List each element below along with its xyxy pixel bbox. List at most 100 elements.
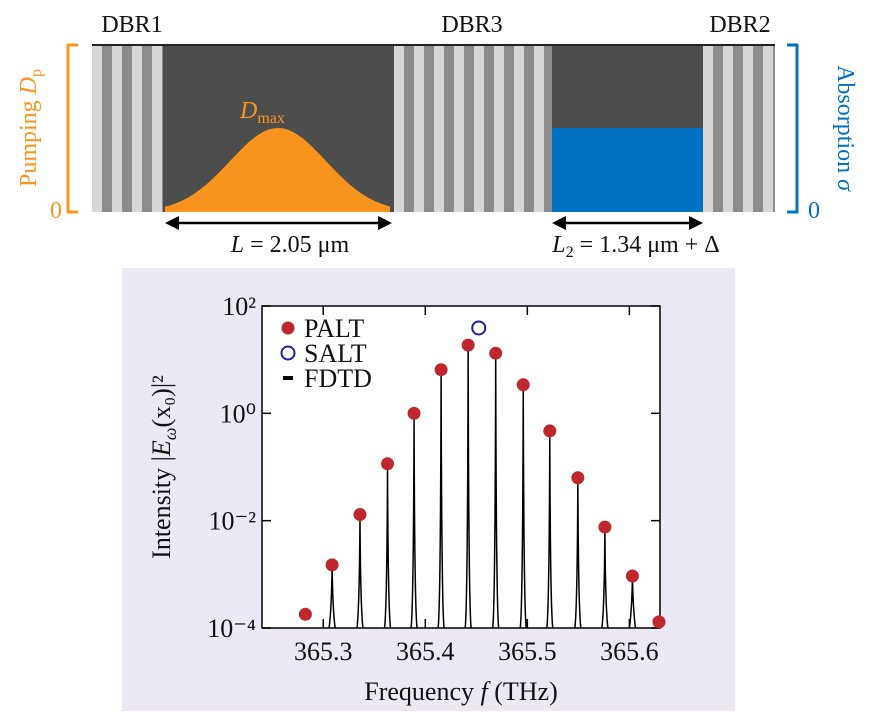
dbr-layer <box>112 45 122 212</box>
pump-axis <box>66 43 78 214</box>
legend-label: SALT <box>304 339 367 368</box>
length-label: L2 = 1.34 μm + Δ <box>551 232 719 261</box>
dbr-layer <box>703 45 713 212</box>
absorption-label: Absorption σ <box>832 65 858 192</box>
pump-label-part: Pumping <box>16 94 42 187</box>
dbr-layer <box>132 45 142 212</box>
point <box>625 569 639 583</box>
dbr-layer <box>424 45 434 212</box>
dbr-layer <box>122 45 132 212</box>
chart: 365.3 365.4 365.5 365.6 10² 10⁰ 10⁻² 10⁻⁴ Freque… <box>147 292 666 706</box>
dbr-layer <box>162 45 163 212</box>
dbr-layer <box>444 45 454 212</box>
length-label-part: 2 <box>566 244 574 261</box>
dbr-label: DBR3 <box>441 12 502 38</box>
legend-label: FDTD <box>304 364 372 393</box>
absorber <box>552 128 703 212</box>
dbr-layer <box>753 45 763 212</box>
pump-label: Pumping Dp <box>16 69 45 187</box>
length-label: L = 2.05 μm <box>230 232 350 258</box>
dbr-layer <box>504 45 514 212</box>
dbr-layer <box>152 45 162 212</box>
legend-label: PALT <box>304 314 364 343</box>
x-tick-label: 365.6 <box>600 637 659 666</box>
dmax-label: Dmax <box>239 98 285 127</box>
dbr-layer <box>534 45 544 212</box>
dmax-label-part: D <box>239 98 257 124</box>
dbr-layer <box>544 45 552 212</box>
point <box>434 363 448 377</box>
y-tick-label: 10² <box>222 292 256 321</box>
dbr-layer <box>763 45 773 212</box>
dbr-layer <box>524 45 534 212</box>
dbr-layer <box>514 45 524 212</box>
dbr-layer <box>92 45 102 212</box>
pump-profile <box>165 128 390 212</box>
absorption-label-part: σ <box>832 179 858 192</box>
point <box>407 406 421 420</box>
dbr-layer <box>713 45 723 212</box>
y-tick-label: 10⁰ <box>220 399 256 428</box>
length-label-part: = 2.05 μm <box>244 232 349 258</box>
zero-label: 0 <box>50 198 62 224</box>
dbr-label: DBR1 <box>101 12 162 38</box>
point <box>489 346 503 360</box>
dbr-layer <box>494 45 504 212</box>
point <box>652 615 666 629</box>
point <box>381 457 395 471</box>
dbr-layer <box>474 45 484 212</box>
y-tick-label: 10⁻² <box>208 507 256 536</box>
x-axis-label-part: (THz) <box>488 677 558 706</box>
point <box>516 378 530 392</box>
y-axis-label-part: (x₀)|² <box>147 375 176 428</box>
dbr-layer <box>733 45 743 212</box>
dbr-layer <box>454 45 464 212</box>
legend-marker <box>281 321 295 335</box>
x-tick-label: 365.4 <box>396 637 455 666</box>
point <box>353 508 367 522</box>
dbr-layer <box>404 45 414 212</box>
point <box>325 558 339 572</box>
y-axis-label-part: ω <box>160 428 180 441</box>
point <box>461 338 475 352</box>
absorption-label-part: Absorption <box>832 65 858 179</box>
dbr-label: DBR2 <box>709 12 770 38</box>
y-axis-label: Intensity |Eω(x₀)|² <box>147 375 180 559</box>
legend-marker <box>280 345 296 361</box>
x-axis-label-part: Frequency <box>364 677 480 706</box>
zero-label: 0 <box>808 198 820 224</box>
absorption-axis <box>787 43 799 214</box>
point <box>298 607 312 621</box>
length-label-part: L <box>551 232 565 258</box>
dbr-layer <box>434 45 444 212</box>
dmax-label-part: max <box>257 110 285 127</box>
length-label-part: L <box>230 232 244 258</box>
x-axis-label-part: f <box>481 677 492 706</box>
dbr-layer <box>484 45 494 212</box>
pump-label-part: p <box>28 69 45 77</box>
dbr-layer <box>464 45 474 212</box>
point <box>471 320 487 336</box>
y-tick-label: 10⁻⁴ <box>207 614 256 643</box>
x-tick-label: 365.5 <box>498 637 557 666</box>
x-tick-label: 365.3 <box>294 637 353 666</box>
dbr-layer <box>102 45 112 212</box>
point <box>571 471 585 485</box>
dbr-layer <box>743 45 753 212</box>
pump-label-part: D <box>16 77 42 95</box>
plot-area <box>261 305 661 629</box>
point <box>598 520 612 534</box>
dbr-layer <box>723 45 733 212</box>
dbr-layer <box>142 45 152 212</box>
point <box>543 424 557 438</box>
dbr-layer <box>773 45 775 212</box>
y-axis-label-part: E <box>147 440 176 457</box>
dbr-layer <box>414 45 424 212</box>
dbr-layer <box>394 45 404 212</box>
y-axis-label-part: Intensity | <box>147 456 176 559</box>
x-axis-label: Frequency f (THz) <box>364 677 558 706</box>
length-label-part: = 1.34 μm + Δ <box>574 232 720 258</box>
